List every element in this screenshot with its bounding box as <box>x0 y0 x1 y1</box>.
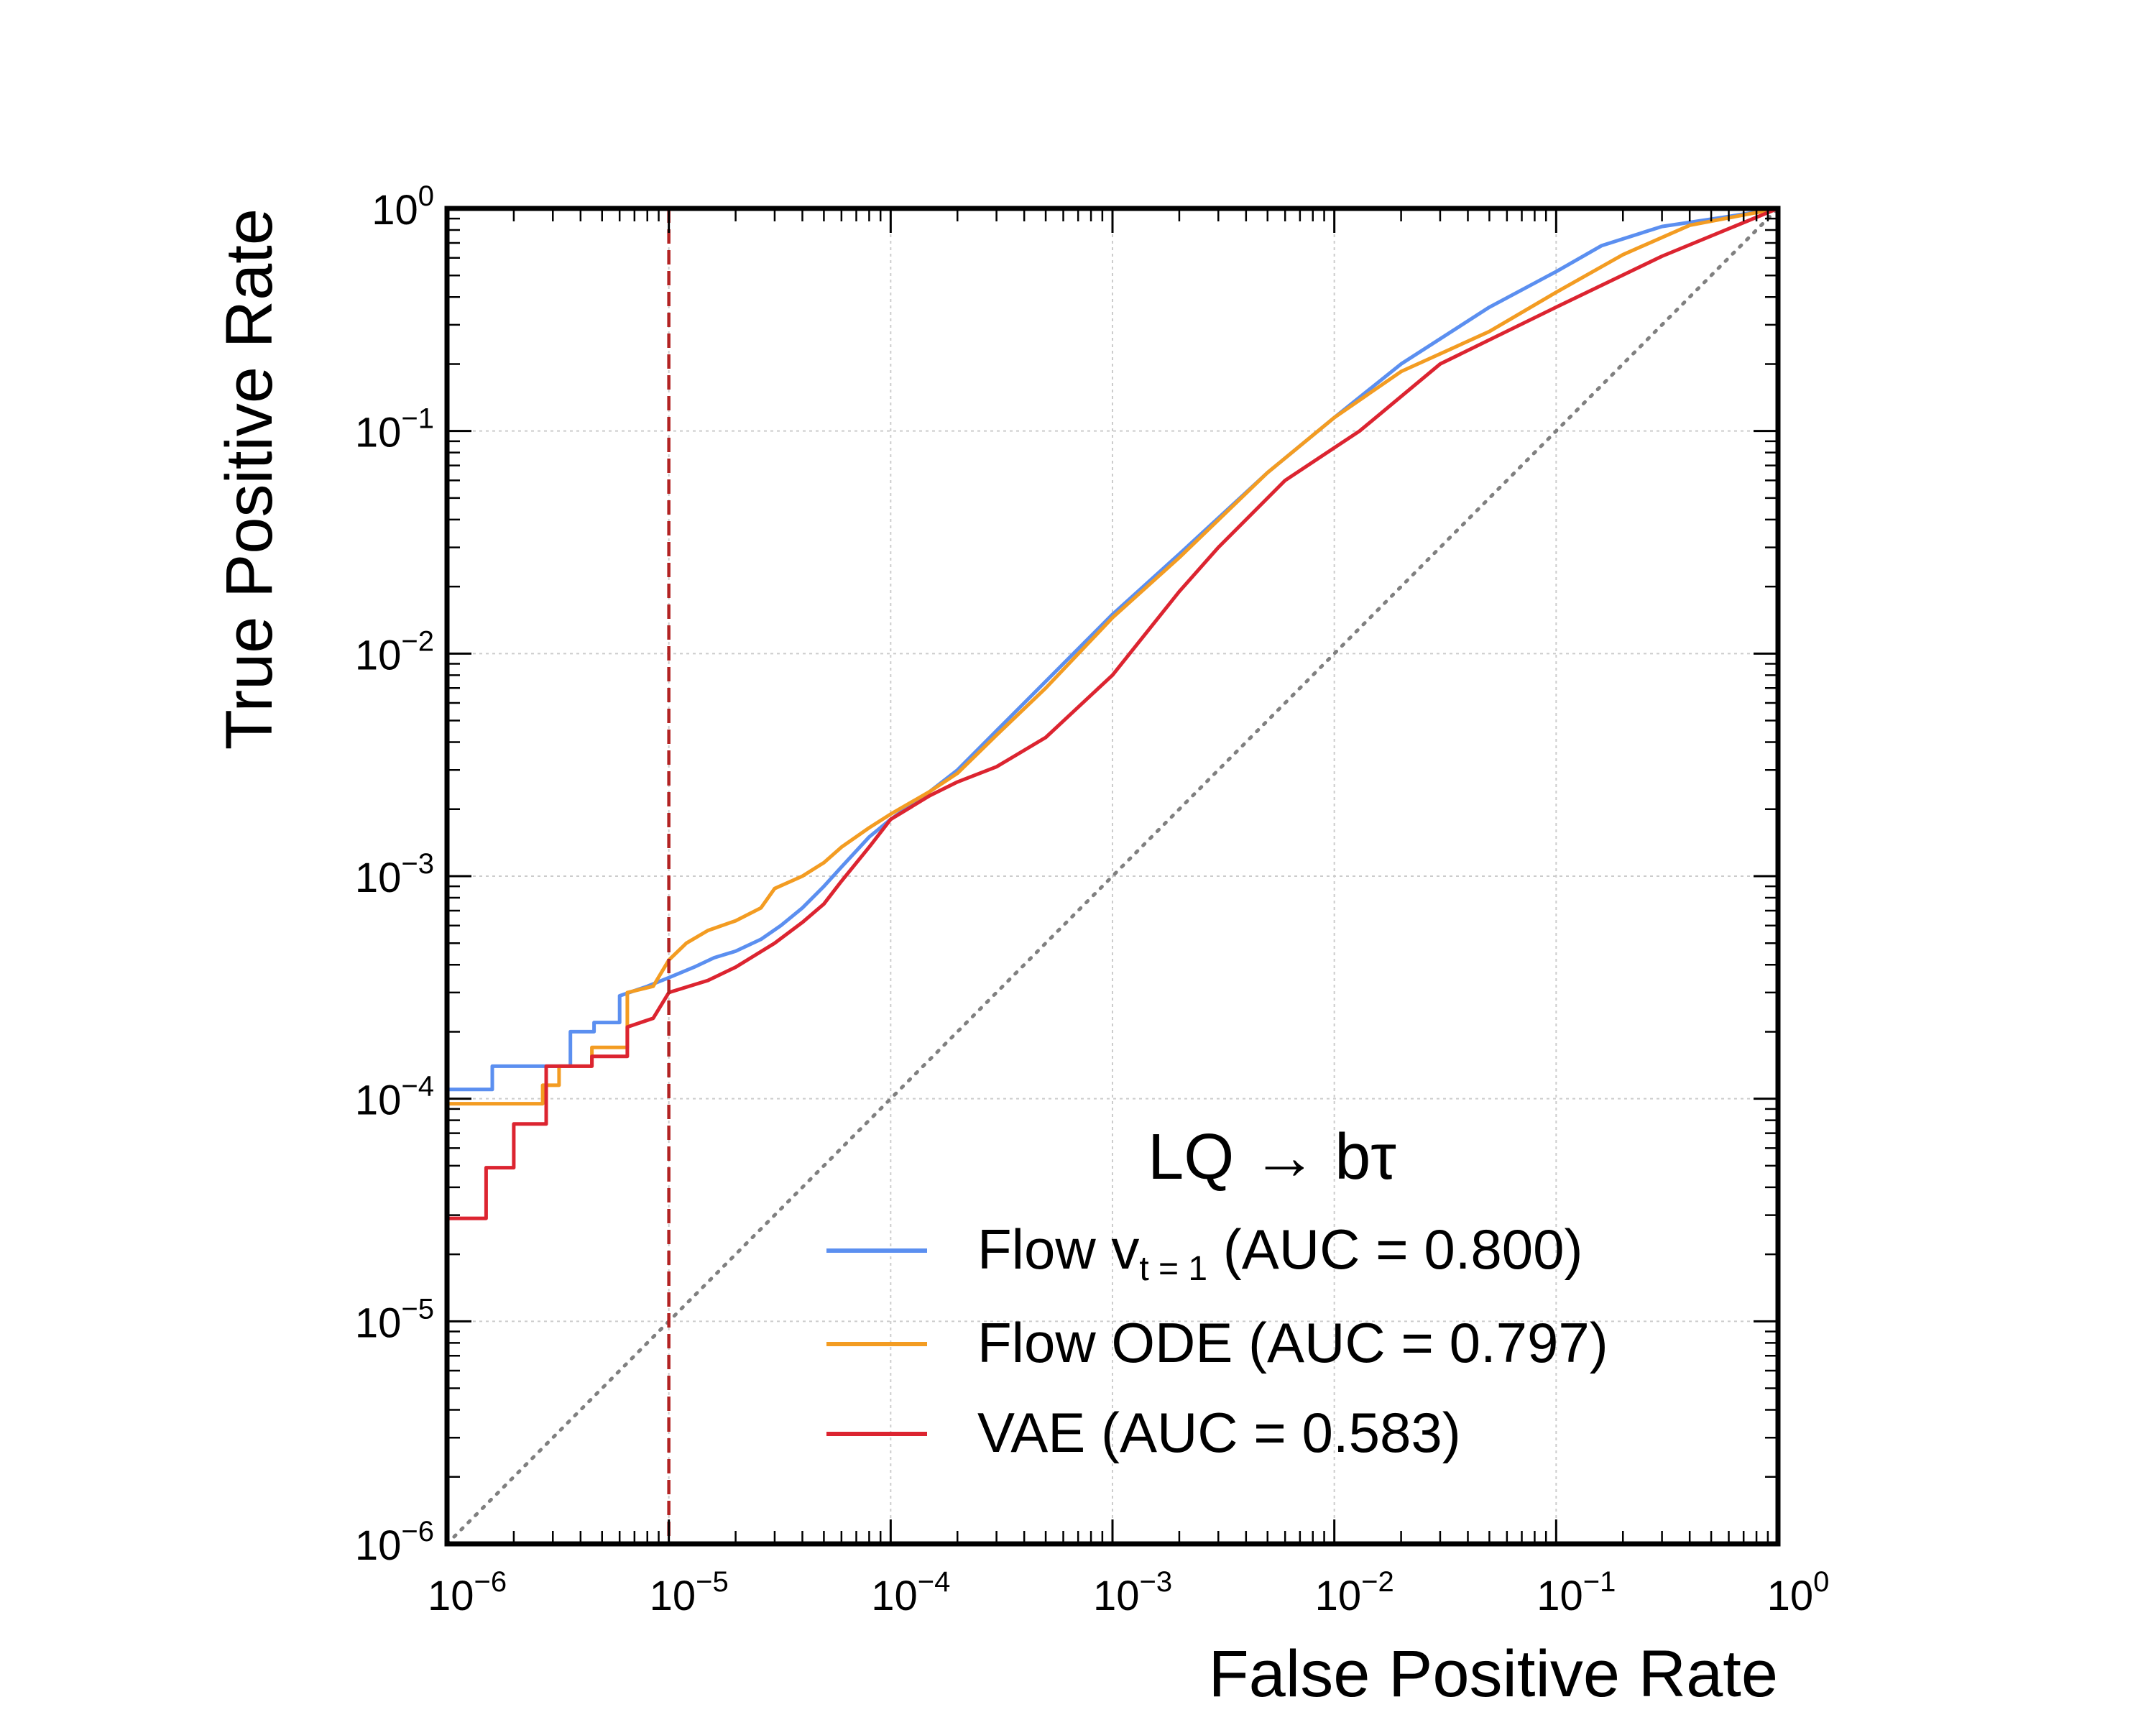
legend: LQ → bτ Flow vt = 1 (AUC = 0.800) Flow OD… <box>826 1121 1608 1464</box>
series-layer <box>447 206 1779 1220</box>
x-tick-label: 10−1 <box>1537 1566 1616 1619</box>
tick-marks <box>446 207 1779 1545</box>
y-tick-label: 10−2 <box>355 625 434 678</box>
legend-label-1: Flow ODE (AUC = 0.797) <box>977 1311 1608 1374</box>
y-tick-label: 10−4 <box>355 1071 434 1124</box>
tick-labels: 10−6 10−5 10−4 10−3 10−2 10−1 100 10−6 10−5 10−4 1… <box>355 180 1830 1619</box>
legend-title: LQ → bτ <box>1148 1121 1396 1193</box>
x-tick-label: 10−6 <box>428 1566 507 1619</box>
x-tick-label: 100 <box>1767 1566 1830 1619</box>
x-axis-title: False Positive Rate <box>1208 1637 1778 1711</box>
x-tick-label: 10−3 <box>1093 1566 1172 1619</box>
y-tick-label: 10−6 <box>355 1516 434 1569</box>
y-tick-label: 10−1 <box>355 403 434 456</box>
y-tick-label: 10−5 <box>355 1293 434 1346</box>
y-tick-label: 10−3 <box>355 848 434 901</box>
legend-label-2: VAE (AUC = 0.583) <box>977 1401 1461 1464</box>
legend-label-0: Flow vt = 1 (AUC = 0.800) <box>977 1218 1583 1288</box>
series-line-1 <box>447 206 1779 1106</box>
y-tick-label: 100 <box>372 180 434 234</box>
series-line-2 <box>447 206 1779 1220</box>
y-axis-title: True Positive Rate <box>213 208 286 750</box>
x-tick-label: 10−2 <box>1315 1566 1394 1619</box>
x-tick-label: 10−5 <box>650 1566 729 1619</box>
series-line-0 <box>447 206 1779 1092</box>
x-tick-label: 10−4 <box>871 1566 950 1619</box>
